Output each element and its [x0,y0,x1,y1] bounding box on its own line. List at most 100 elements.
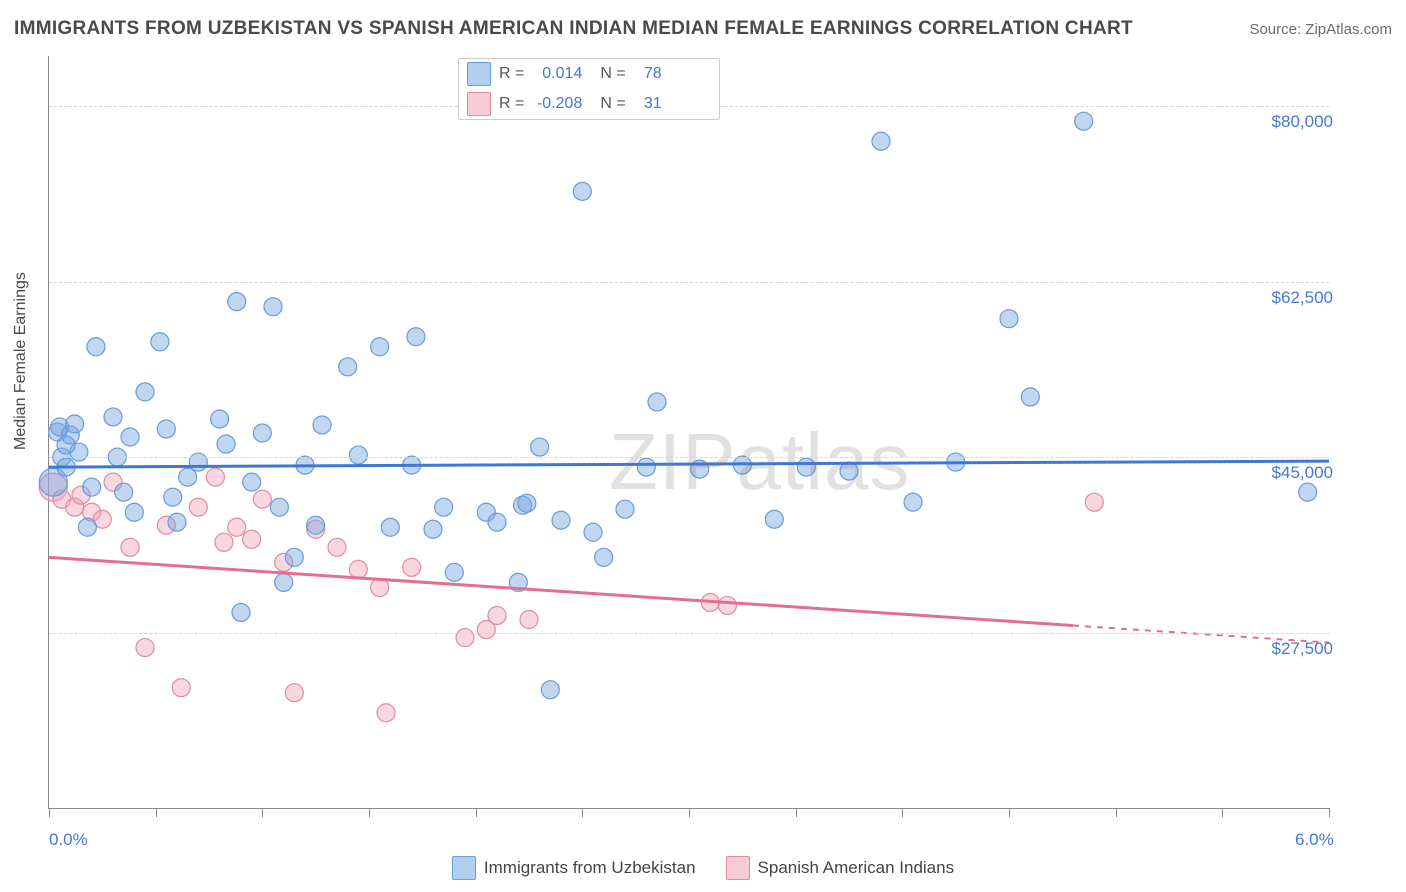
scatter-point-blue [270,498,288,516]
scatter-point-blue [765,510,783,528]
scatter-point-blue [125,503,143,521]
scatter-point-blue [189,453,207,471]
scatter-point-blue [232,603,250,621]
legend-series: Immigrants from Uzbekistan Spanish Americ… [0,856,1406,880]
r-value: 0.014 [532,65,582,83]
x-tick [1329,808,1330,817]
scatter-point-blue [136,383,154,401]
scatter-point-blue [552,511,570,529]
y-tick-label: $45,000 [1272,463,1333,483]
x-tick [582,808,583,817]
scatter-point-pink [349,560,367,578]
scatter-point-blue [488,513,506,531]
legend-swatch [726,856,750,880]
scatter-point-blue [83,478,101,496]
scatter-point-blue [87,338,105,356]
x-tick [262,808,263,817]
y-tick-label: $62,500 [1272,288,1333,308]
scatter-point-pink [253,490,271,508]
n-label: N = [600,95,625,113]
r-value: -0.208 [532,95,582,113]
legend-item: Spanish American Indians [726,856,955,880]
scatter-point-blue [211,410,229,428]
scatter-point-pink [121,538,139,556]
chart-title: IMMIGRANTS FROM UZBEKISTAN VS SPANISH AM… [14,18,1133,40]
x-tick [49,808,50,817]
scatter-point-blue [541,681,559,699]
scatter-point-blue [228,293,246,311]
scatter-point-blue [424,520,442,538]
chart-svg [49,56,1329,808]
scatter-point-blue [1075,112,1093,130]
scatter-point-blue [904,493,922,511]
scatter-point-blue [1000,310,1018,328]
scatter-point-blue [339,358,357,376]
y-tick-label: $80,000 [1272,112,1333,132]
legend-swatch [467,62,491,86]
trend-line-pink [49,557,1073,625]
y-axis-label: Median Female Earnings [12,272,30,450]
gridline [49,633,1329,634]
scatter-point-blue [648,393,666,411]
n-label: N = [600,65,625,83]
scatter-point-blue [104,408,122,426]
y-tick-label: $27,500 [1272,639,1333,659]
scatter-point-pink [215,533,233,551]
scatter-point-pink [172,679,190,697]
scatter-point-blue [217,435,235,453]
scatter-point-pink [718,596,736,614]
scatter-point-blue [157,420,175,438]
scatter-point-blue [66,415,84,433]
scatter-point-blue [243,473,261,491]
scatter-point-blue [313,416,331,434]
scatter-point-pink [488,606,506,624]
r-label: R = [499,65,524,83]
scatter-point-blue [445,563,463,581]
scatter-point-blue [518,494,536,512]
scatter-point-blue [531,438,549,456]
scatter-point-pink [520,610,538,628]
gridline [49,457,1329,458]
scatter-point-blue [285,548,303,566]
scatter-point-pink [243,530,261,548]
source-label: Source: ZipAtlas.com [1249,21,1392,38]
scatter-point-blue [121,428,139,446]
scatter-point-blue [168,513,186,531]
scatter-point-blue [70,443,88,461]
legend-swatch [452,856,476,880]
scatter-point-blue [616,500,634,518]
scatter-point-blue [253,424,271,442]
scatter-point-pink [285,684,303,702]
scatter-point-pink [328,538,346,556]
scatter-point-blue [1299,483,1317,501]
x-tick [902,808,903,817]
legend-stats: R =0.014N =78R =-0.208N =31 [458,58,720,120]
scatter-point-pink [228,518,246,536]
scatter-point-blue [381,518,399,536]
legend-swatch [467,92,491,116]
scatter-point-blue [637,458,655,476]
x-tick [156,808,157,817]
scatter-point-blue [1021,388,1039,406]
x-tick [1009,808,1010,817]
legend-label: Spanish American Indians [758,858,955,878]
scatter-point-blue [435,498,453,516]
scatter-point-blue [264,298,282,316]
x-tick [796,808,797,817]
scatter-point-blue [115,483,133,501]
scatter-point-blue [179,468,197,486]
scatter-point-pink [403,558,421,576]
scatter-point-blue [584,523,602,541]
plot-area: ZIPatlas $27,500$45,000$62,500$80,0000.0… [48,56,1329,809]
trend-line-blue [49,461,1329,467]
legend-stat-row: R =-0.208N =31 [459,89,719,119]
scatter-point-blue [78,518,96,536]
legend-label: Immigrants from Uzbekistan [484,858,696,878]
scatter-point-blue [595,548,613,566]
x-tick [369,808,370,817]
x-tick [689,808,690,817]
x-tick [476,808,477,817]
scatter-point-blue [371,338,389,356]
x-tick-label: 6.0% [1295,830,1334,850]
gridline [49,282,1329,283]
